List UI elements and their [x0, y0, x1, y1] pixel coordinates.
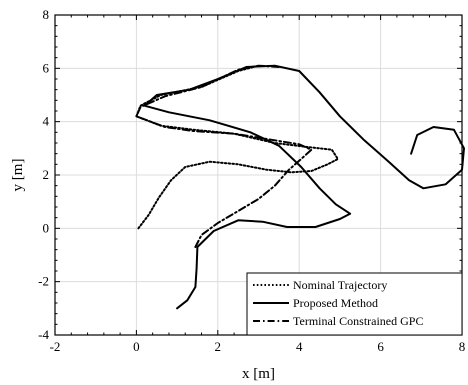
legend: Nominal Trajectory Proposed Method Termina… — [246, 272, 463, 336]
x-tick-label: 2 — [215, 339, 222, 354]
y-tick-label: 2 — [43, 167, 50, 182]
legend-label: Terminal Constrained GPC — [293, 314, 423, 328]
x-axis-label: x [m] — [242, 366, 275, 382]
series-line-dashdot — [135, 64, 313, 248]
y-tick-label: 4 — [43, 114, 50, 129]
x-tick-label: -2 — [50, 339, 61, 354]
y-axis-label: y [m] — [10, 159, 26, 192]
y-tick-label: 8 — [43, 7, 50, 22]
y-tick-label: -2 — [38, 274, 49, 289]
grid — [54, 14, 463, 336]
series-line-dotted — [135, 64, 339, 230]
x-tick-label: 6 — [377, 339, 384, 354]
series-layer — [135, 64, 465, 310]
x-tick-label: 8 — [459, 339, 466, 354]
y-tick-label: 0 — [43, 220, 50, 235]
y-tick-label: -4 — [38, 327, 49, 342]
x-tick-label: 0 — [133, 339, 140, 354]
legend-label: Nominal Trajectory — [293, 278, 387, 292]
y-tick-label: 6 — [43, 60, 50, 75]
legend-label: Proposed Method — [293, 296, 378, 310]
x-tick-label: 4 — [296, 339, 303, 354]
